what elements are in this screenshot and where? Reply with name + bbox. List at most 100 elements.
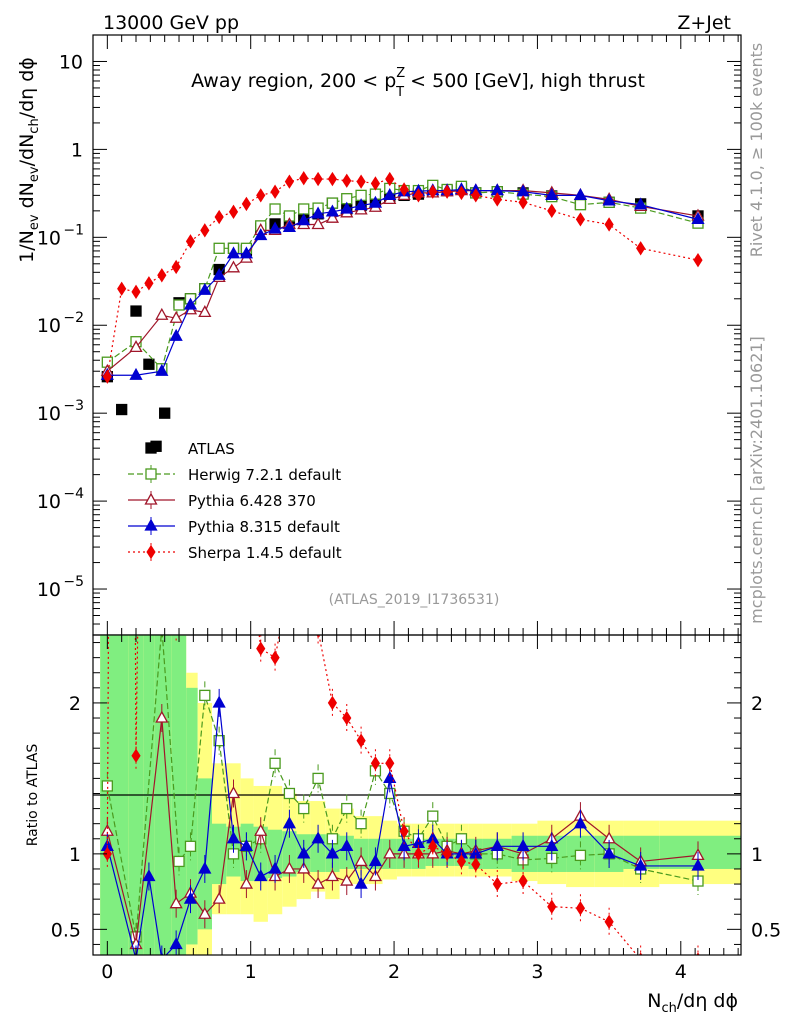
x-tick-label: 2	[388, 961, 400, 983]
pythia8-main-point	[212, 267, 226, 280]
ratio-y-tick-label: 0.5	[51, 919, 81, 941]
ratio-marks	[100, 319, 705, 955]
mcplots-label: mcplots.cern.ch [arXiv:2401.10621]	[747, 336, 766, 624]
legend-marker-pythia6	[144, 492, 158, 505]
sherpa-main-point	[370, 176, 381, 191]
pythia8-main-point	[297, 213, 311, 226]
ratio-y-ticks: 0.5 0.5 1 1 2 2	[51, 642, 781, 945]
ratio-y-tick-label: 2	[69, 693, 81, 715]
sherpa-main-point	[144, 276, 154, 291]
pythia8-ratio-point	[691, 858, 705, 871]
main-y-tick-base: 10	[37, 491, 61, 513]
pythia8-main-point	[155, 363, 169, 376]
pythia8-main-point	[691, 212, 705, 225]
main-x-ticks	[92, 35, 739, 635]
sherpa-ratio-point	[285, 576, 293, 589]
pythia8-ratio-point	[573, 816, 588, 829]
pythia6-main-point	[325, 210, 340, 223]
main-y-tick-exponent: −5	[63, 574, 84, 590]
pythia8-ratio-point	[297, 846, 311, 859]
main-y-tick-label: 10	[37, 403, 61, 425]
pythia8-main-point	[383, 188, 397, 201]
sherpa-ratio-point	[356, 733, 366, 748]
pythia8-main-point	[129, 367, 143, 380]
sherpa-main-point	[547, 203, 557, 219]
sherpa-ratio-point	[442, 846, 452, 862]
pythia8-ratio-point	[383, 771, 397, 784]
sherpa-main-point	[356, 174, 366, 189]
pythia8-ratio-point	[545, 838, 559, 851]
sherpa-main-point	[157, 268, 167, 283]
sherpa-ratio-point	[518, 873, 528, 889]
sherpa-main-point	[442, 184, 452, 199]
pythia8-ratio-point	[516, 838, 530, 851]
sherpa-main-point	[228, 204, 239, 219]
ratio-y-tick-label: 1	[69, 844, 81, 866]
sherpa-main-point	[604, 217, 614, 232]
pythia8-ratio-point	[354, 876, 368, 889]
sherpa-main-point	[456, 185, 467, 201]
sherpa-ratio-point	[342, 710, 352, 726]
header-left: 13000 GeV pp	[103, 12, 239, 34]
herwig-main-line	[106, 184, 699, 370]
sherpa-ratio-point	[201, 319, 209, 332]
herwig-main-point	[298, 203, 310, 215]
pythia8-main-point	[226, 246, 241, 259]
sherpa-main-point	[636, 241, 646, 256]
x-tick-label: 0	[101, 961, 113, 983]
sherpa-main-point	[518, 195, 528, 210]
atlas-main-point	[116, 403, 128, 416]
pythia6-main-line	[106, 189, 699, 372]
pythia8-ratio-point	[634, 858, 648, 871]
sherpa-ratio-point	[327, 695, 338, 711]
legend: ATLAS Herwig 7.2.1 default Pythia 6.428 37…	[128, 440, 342, 562]
pythia8-ratio-point	[325, 846, 340, 859]
herwig-main-point	[574, 199, 587, 211]
pythia8-main-point	[340, 201, 354, 214]
sherpa-ratio-point	[385, 756, 395, 771]
herwig-ratio-point	[184, 840, 197, 852]
main-y-tick-label: 10	[37, 491, 61, 513]
ratio-stat-band	[282, 831, 297, 877]
sherpa-main-point	[693, 252, 703, 268]
ratio-x-ticks: 0 1 2 3 4	[92, 635, 739, 983]
sherpa-main-point	[471, 188, 481, 203]
main-y-tick-base: 10	[37, 403, 61, 425]
pythia6-ratio-point	[383, 846, 397, 859]
sherpa-main-point	[131, 284, 141, 299]
legend-label-herwig: Herwig 7.2.1 default	[188, 466, 341, 484]
pythia8-main-point	[325, 204, 340, 217]
herwig-ratio-point	[173, 855, 185, 868]
pythia6-ratio-point	[169, 896, 183, 909]
sherpa-ratio-point	[604, 914, 614, 929]
pythia8-ratio-point	[254, 869, 268, 882]
ratio-stat-band	[240, 823, 254, 882]
main-y-tick-base: 10	[37, 315, 61, 337]
sherpa-ratio-point	[471, 857, 481, 872]
sherpa-ratio-point	[370, 756, 381, 771]
atlas-main-point	[159, 407, 171, 419]
herwig-ratio-point	[269, 757, 281, 769]
pythia8-ratio-point	[212, 695, 226, 708]
sherpa-ratio-point	[256, 641, 266, 656]
x-tick-label: 3	[531, 961, 543, 983]
herwig-ratio-point	[574, 849, 587, 862]
sherpa-ratio-point	[215, 395, 223, 408]
ratio-y-tick-label-right: 2	[751, 693, 763, 715]
sherpa-ratio-point	[102, 846, 112, 862]
main-y-tick-base: 10	[59, 51, 83, 73]
herwig-ratio-point	[355, 818, 367, 830]
sherpa-main-point	[575, 212, 586, 227]
main-y-tick-label: 10	[37, 315, 61, 337]
legend-marker-atlas	[145, 442, 157, 454]
sherpa-main-point	[256, 188, 266, 203]
pythia6-ratio-point	[254, 823, 268, 836]
main-y-tick-base: 1	[71, 139, 83, 161]
pythia8-main-point	[183, 297, 198, 310]
pythia8-ratio-point	[602, 846, 616, 859]
pythia6-ratio-point	[198, 906, 212, 919]
legend-label-sherpa: Sherpa 1.4.5 default	[188, 544, 342, 562]
pythia6-ratio-point	[212, 891, 226, 904]
